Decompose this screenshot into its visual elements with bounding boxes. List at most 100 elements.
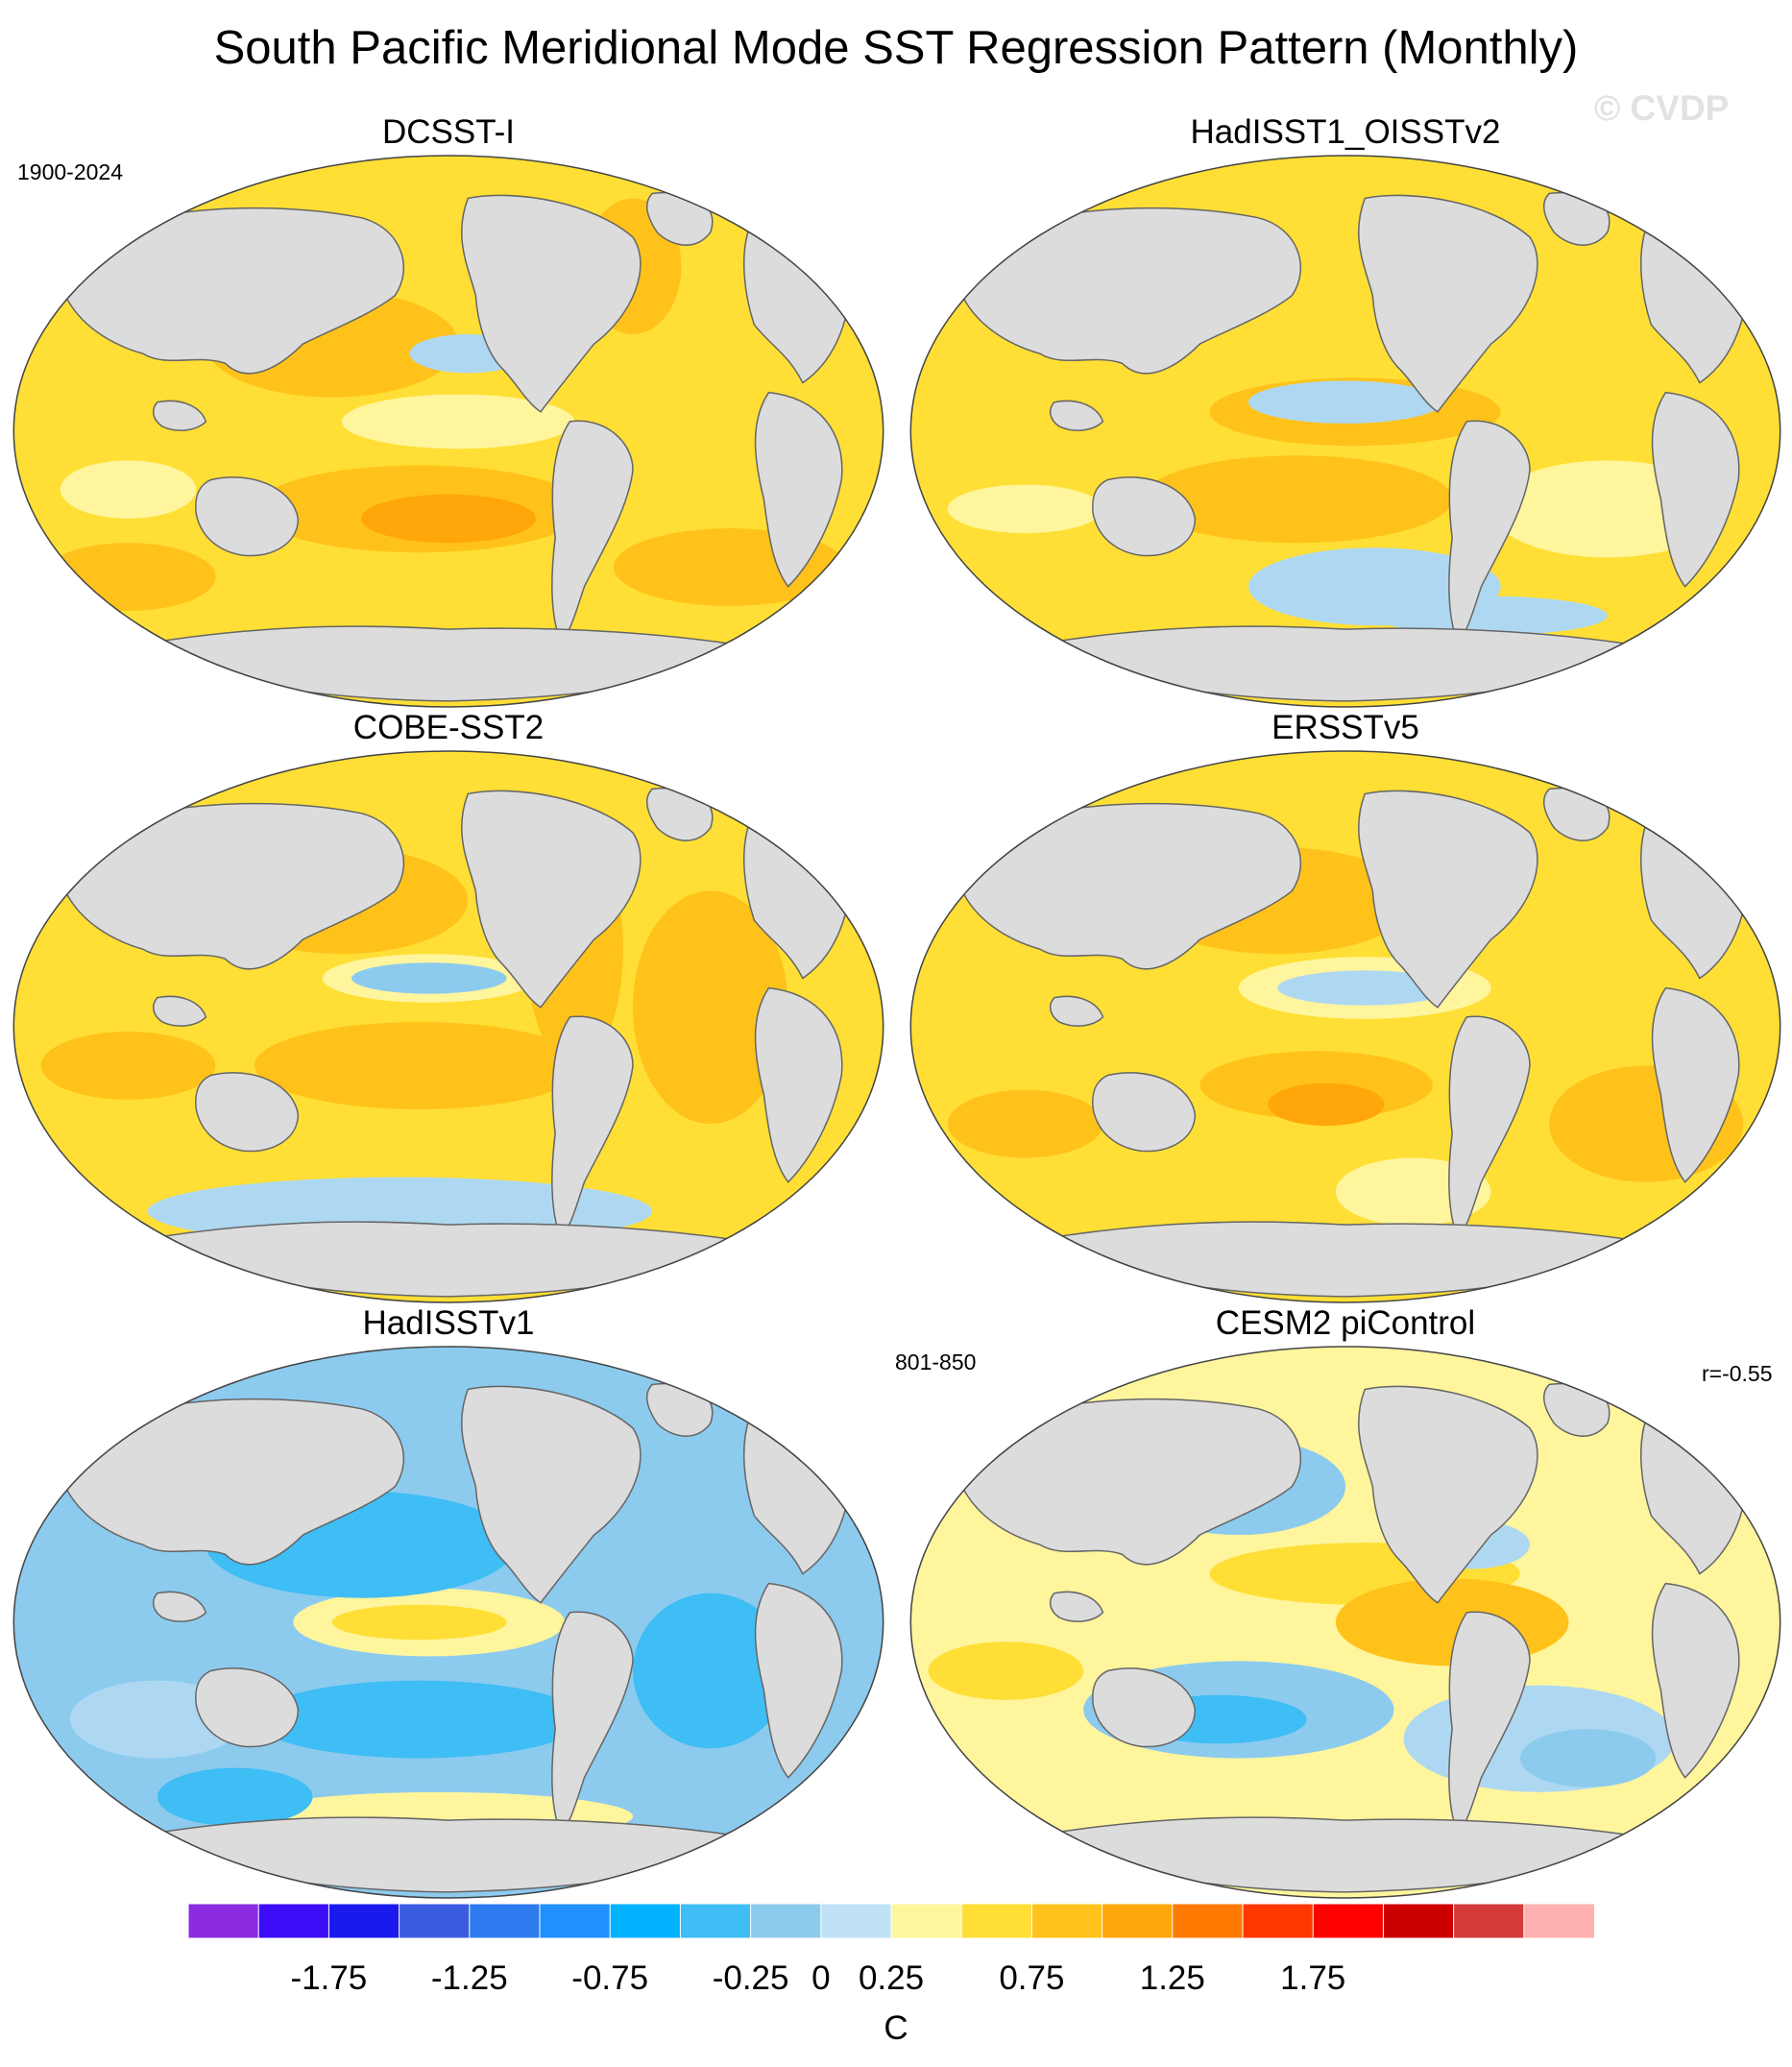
sst-map (12, 155, 884, 708)
landmass (551, 1015, 634, 1237)
landmass (1448, 420, 1531, 642)
colorbar (188, 1904, 1594, 1938)
colorbar-segment (1523, 1904, 1594, 1938)
sst-anomaly-patch (1374, 596, 1608, 636)
panel-title: HadISST1_OISSTv2 (1190, 113, 1501, 151)
panel-title: CESM2 piControl (1215, 1304, 1476, 1342)
map-panel: CESM2 piControl (908, 1304, 1782, 1900)
sst-map (909, 1346, 1781, 1899)
landmass (135, 1816, 772, 1893)
colorbar-segment (399, 1904, 471, 1938)
map-panel: HadISST1_OISSTv2 (908, 113, 1782, 709)
sst-anomaly-patch (1268, 1082, 1385, 1127)
landmass (135, 1221, 772, 1298)
landmass (58, 1398, 404, 1566)
colorbar-segment (188, 1904, 260, 1938)
landmass (754, 986, 843, 1183)
landmass (754, 1582, 843, 1779)
sst-anomaly-patch (928, 1641, 1084, 1700)
colorbar-svg (188, 1904, 1594, 1938)
colorbar-segment (1453, 1904, 1525, 1938)
sst-anomaly-patch (341, 394, 575, 450)
landmass (754, 391, 843, 588)
landmass (1358, 1385, 1538, 1604)
panel-title: COBE-SST2 (352, 709, 545, 746)
map-panel: HadISSTv1 (12, 1304, 885, 1900)
landmass (152, 995, 207, 1027)
landmass (152, 400, 207, 431)
period-label: 1900-2024 (17, 159, 123, 184)
landmass (955, 802, 1301, 970)
landmass (1092, 1667, 1197, 1748)
landmass (1448, 1015, 1531, 1237)
landmass (1358, 790, 1538, 1009)
sst-anomaly-patch (40, 1032, 216, 1100)
colorbar-segment (469, 1904, 541, 1938)
panel-title: ERSSTv5 (1271, 709, 1419, 746)
sst-anomaly-patch (254, 1021, 585, 1109)
panel-title: DCSST-I (381, 113, 516, 151)
sst-anomaly-patch (60, 460, 197, 519)
colorbar-segment (257, 1904, 330, 1938)
landmass (1032, 1816, 1669, 1893)
colorbar-tick-label: 0 (811, 1959, 831, 1997)
colorbar-segment (609, 1904, 682, 1938)
map-outline (12, 750, 884, 1303)
landmass (195, 476, 300, 557)
sst-anomaly-patch (1277, 970, 1453, 1006)
landmass (955, 1398, 1301, 1566)
watermark: © CVDP (1594, 88, 1730, 128)
colorbar-tick-label: -1.75 (290, 1959, 368, 1997)
sst-anomaly-patch (361, 494, 536, 544)
sst-map (909, 155, 1781, 708)
colorbar-tick-label: 1.25 (1139, 1959, 1205, 1997)
sst-anomaly-patch (331, 1604, 507, 1641)
sst-anomaly-patch (1519, 1729, 1657, 1787)
landmass (1651, 391, 1740, 588)
landmass (1651, 986, 1740, 1183)
landmass (195, 1072, 300, 1153)
sst-anomaly-patch (1141, 455, 1453, 544)
sst-map (12, 1346, 884, 1899)
sst-map (909, 750, 1781, 1303)
page-title: South Pacific Meridional Mode SST Regres… (213, 22, 1579, 74)
landmass (58, 207, 404, 375)
colorbar-segment (1030, 1904, 1103, 1938)
landmass (58, 802, 404, 970)
sst-anomaly-patch (40, 543, 216, 611)
landmass (1358, 194, 1538, 413)
colorbar-segment (1242, 1904, 1315, 1938)
sst-anomaly-patch (351, 962, 507, 994)
landmass (1092, 1072, 1197, 1153)
colorbar-segment (890, 1904, 963, 1938)
sst-map (12, 750, 884, 1303)
landmass (152, 1591, 207, 1622)
landmass (461, 1385, 642, 1604)
landmass (135, 625, 772, 702)
sst-anomaly-patch (632, 890, 788, 1125)
map-outline (909, 1346, 1781, 1899)
colorbar-segment (1102, 1904, 1174, 1938)
colorbar-segment (1382, 1904, 1455, 1938)
colorbar-segment (1312, 1904, 1385, 1938)
colorbar-tick-label: 0.75 (999, 1959, 1065, 1997)
colorbar-segment (750, 1904, 822, 1938)
colorbar-tick-label: -0.75 (571, 1959, 649, 1997)
period-label: 801-850 (895, 1350, 977, 1374)
sst-anomaly-patch (1247, 380, 1443, 424)
landmass (551, 1611, 634, 1833)
landmass (1448, 1611, 1531, 1833)
colorbar-segment (327, 1904, 400, 1938)
colorbar-tick-label: 1.75 (1280, 1959, 1346, 1997)
correlation-label: r=-0.55 (1702, 1361, 1773, 1386)
map-outline (12, 1346, 884, 1899)
map-outline (909, 750, 1781, 1303)
landmass (1049, 1591, 1104, 1622)
map-panel: ERSSTv5 (908, 709, 1782, 1304)
colorbar-segment (539, 1904, 612, 1938)
sst-anomaly-patch (632, 1593, 788, 1749)
landmass (551, 420, 634, 642)
landmass (1651, 1582, 1740, 1779)
landmass (1049, 995, 1104, 1027)
landmass (195, 1667, 300, 1748)
